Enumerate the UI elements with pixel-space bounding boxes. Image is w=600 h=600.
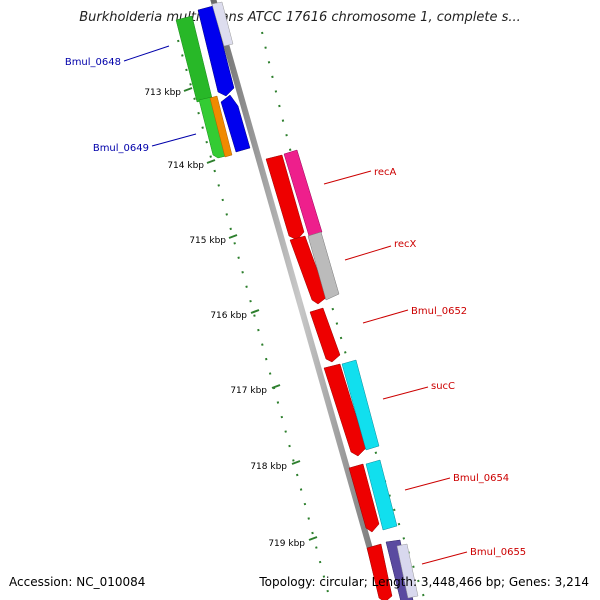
- inner-tick-line: [261, 31, 426, 600]
- ruler-tick-713: 713 kbp: [144, 87, 193, 98]
- gene-feature-succ[interactable]: [341, 359, 380, 451]
- tick-label-716: 716 kbp: [210, 311, 247, 321]
- tick-label-715: 715 kbp: [189, 236, 226, 246]
- tick-label-717: 717 kbp: [230, 386, 267, 396]
- gene-label-bmul-0652[interactable]: Bmul_0652: [411, 306, 467, 317]
- gene-feature-bmul-0652-fwd[interactable]: [309, 307, 341, 363]
- ruler-tick-714: 714 kbp: [167, 159, 216, 171]
- gene-feature-orange[interactable]: [209, 95, 233, 158]
- gene-feature-blue-2[interactable]: [220, 94, 251, 153]
- gene-label-group-bmul-0654[interactable]: Bmul_0654: [404, 473, 509, 491]
- tick-label-713: 713 kbp: [144, 88, 181, 98]
- gene-label-group-succ[interactable]: sucC: [382, 381, 455, 400]
- gene-feature-blue-1[interactable]: [197, 5, 235, 97]
- gene-label-group-recA[interactable]: recA: [323, 167, 397, 185]
- tick-label-719: 719 kbp: [268, 539, 305, 549]
- accession-text: Accession: NC_010084: [9, 575, 146, 589]
- gene-label-recX[interactable]: recX: [394, 239, 417, 250]
- gene-label-group-bmul-0648[interactable]: Bmul_0648: [65, 45, 170, 68]
- gene-label-bmul-0654[interactable]: Bmul_0654: [453, 473, 509, 484]
- gene-label-group-bmul-0649[interactable]: Bmul_0649: [93, 133, 197, 154]
- tick-label-714: 714 kbp: [167, 161, 204, 171]
- gene-feature-recX[interactable]: [307, 231, 340, 301]
- genome-summary-text: Topology: circular; Length: 3,448,466 bp…: [259, 575, 589, 589]
- gene-feature-recX-fwd[interactable]: [289, 235, 328, 305]
- ruler-tick-716: 716 kbp: [210, 309, 260, 321]
- gene-feature-succ-fwd[interactable]: [323, 363, 367, 457]
- ruler-tick-715: 715 kbp: [189, 234, 238, 246]
- chromosome-backbone: [210, 0, 388, 600]
- ruler-tick-717: 717 kbp: [230, 384, 281, 396]
- gene-label-group-bmul-0655[interactable]: Bmul_0655: [421, 547, 526, 565]
- gene-label-recA[interactable]: recA: [374, 167, 397, 178]
- gene-label-group-recX[interactable]: recX: [344, 239, 417, 261]
- gene-feature-recA[interactable]: [283, 149, 323, 237]
- tick-label-718: 718 kbp: [250, 462, 287, 472]
- gene-label-bmul-0649[interactable]: Bmul_0649: [93, 143, 149, 154]
- gene-label-group-bmul-0652[interactable]: Bmul_0652: [362, 306, 467, 324]
- ruler-tick-718: 718 kbp: [250, 460, 301, 472]
- gene-label-bmul-0655[interactable]: Bmul_0655: [470, 547, 526, 558]
- gene-feature-bmul-0654-fwd[interactable]: [348, 463, 380, 533]
- gene-label-succ[interactable]: sucC: [431, 381, 455, 392]
- gene-label-bmul-0648[interactable]: Bmul_0648: [65, 57, 121, 68]
- gene-feature-bmul-0649-fwd[interactable]: [198, 96, 227, 159]
- gene-feature-bmul-0654[interactable]: [365, 459, 398, 531]
- gene-feature-pale[interactable]: [396, 543, 419, 599]
- gene-feature-top-pale[interactable]: [211, 1, 234, 47]
- gene-feature-recA-fwd[interactable]: [265, 154, 305, 241]
- ruler-tick-719: 719 kbp: [268, 536, 318, 549]
- gene-feature-bmul-0655-fwd[interactable]: [366, 543, 393, 600]
